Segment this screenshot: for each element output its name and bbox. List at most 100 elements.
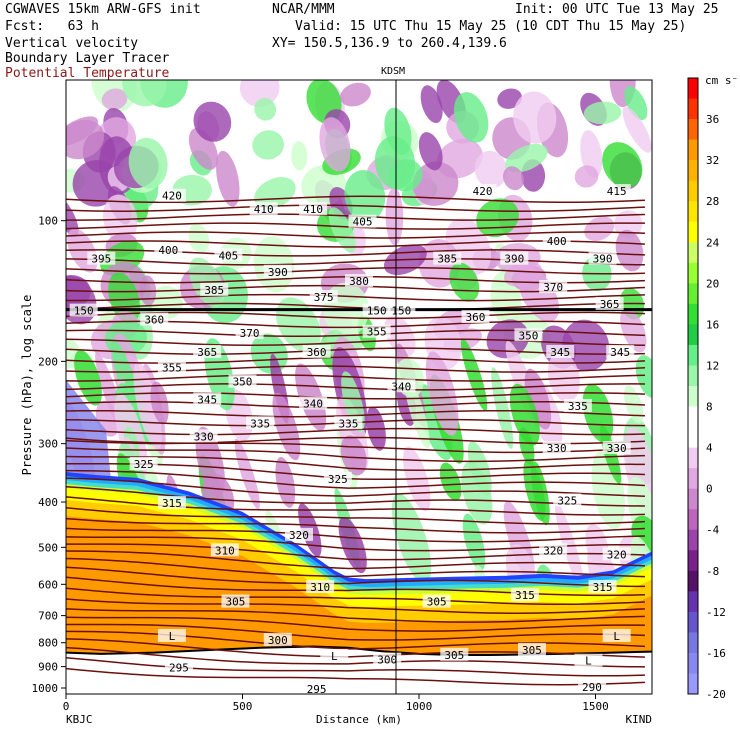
theta-contour: [66, 338, 645, 346]
terrain-outline: [66, 645, 652, 657]
axes: 0 500 1000 1500 100 200 300 400 500 600 700 800 900 1…: [32, 215, 609, 713]
colorbar-frame: [687, 77, 699, 695]
theta-label-bg: [193, 392, 222, 406]
theta-label: 290: [582, 681, 602, 694]
theta-label-bg: [157, 360, 186, 374]
theta-label-bg: [606, 344, 635, 358]
velocity-cell: [497, 88, 523, 109]
colorbar-swatch: [688, 160, 698, 182]
theta-contour: [66, 463, 645, 480]
theta-label: 300: [377, 654, 397, 667]
theta-label: 355: [367, 326, 387, 339]
theta-label-bg: [553, 493, 582, 507]
theta-label: 325: [557, 494, 577, 507]
theta-label-bg: [299, 202, 328, 216]
colorbar: cm s⁻¹ 36 32 28 24 20 16 12 8 4 0 -4 -8 -12 -16 -20: [687, 74, 740, 701]
theta-contour: [66, 383, 645, 391]
colorbar-swatch: [688, 550, 698, 572]
theta-label-bg: [200, 282, 229, 296]
theta-label-bg: [468, 184, 497, 198]
velocity-cell: [391, 493, 432, 584]
center-title: NCAR/MMM: [272, 2, 335, 17]
velocity-cell: [328, 207, 356, 253]
theta-label-bg: [157, 628, 186, 642]
theta-label-bg: [542, 234, 571, 248]
theta-label-bg: [373, 652, 402, 666]
theta-label-bg: [602, 628, 631, 642]
theta-label: 320: [607, 548, 627, 561]
theta-label-bg: [221, 594, 250, 608]
theta-label: 295: [169, 662, 189, 675]
y-axis-title: Pressure (hPa), log scale: [20, 295, 34, 476]
colorbar-swatch: [688, 180, 698, 202]
colorbar-swatch: [688, 427, 698, 449]
theta-contour: [66, 302, 645, 311]
theta-label: L: [169, 630, 176, 643]
theta-label: 310: [310, 581, 330, 594]
theta-label: L: [613, 630, 620, 643]
velocity-cell: [449, 262, 480, 302]
theta-label-bg: [602, 184, 631, 198]
colorbar-swatch: [688, 509, 698, 531]
velocity-cell: [635, 355, 652, 399]
velocity-cell: [503, 166, 524, 191]
y-tick-label: 500: [38, 541, 58, 554]
theta-label-bg: [602, 441, 631, 455]
colorbar-label: -12: [706, 606, 726, 619]
theta-contour: [66, 550, 645, 570]
theta-label: 305: [522, 644, 542, 657]
theta-label-bg: [574, 653, 603, 667]
theta-label-bg: [246, 416, 275, 430]
station-kind: KIND: [626, 713, 653, 726]
theta-label-bg: [263, 264, 292, 278]
theta-label-bg: [514, 328, 543, 342]
theta-contour: [66, 195, 645, 204]
theta-contour-labels: 420 410 410 405 405 420 415 400 395 400 390 385 390 3…: [69, 184, 635, 694]
theta-contour: [66, 507, 645, 525]
colorbar-label: 4: [706, 442, 713, 455]
x-axis-title: Distance (km): [316, 713, 402, 726]
theta-label: 325: [328, 473, 348, 486]
theta-contour: [66, 293, 645, 302]
theta-label-bg: [193, 344, 222, 358]
theta-contour: [66, 231, 645, 239]
velocity-cell: [66, 119, 105, 160]
field-vertical-velocity: Vertical velocity: [5, 36, 139, 51]
theta-label-bg: [588, 580, 617, 594]
theta-label-bg: [362, 303, 391, 317]
y-tick-label: 900: [38, 661, 58, 674]
theta-contour: [66, 392, 645, 400]
theta-contour: [66, 517, 645, 534]
theta-label-bg: [157, 496, 186, 510]
theta-label: 390: [268, 266, 288, 279]
velocity-cell: [505, 143, 548, 173]
velocity-cell: [509, 383, 540, 446]
theta-contour: [66, 646, 645, 668]
colorbar-swatch: [688, 529, 698, 551]
init-time: Init: 00 UTC Tue 13 May 25: [515, 2, 719, 17]
velocity-cell: [519, 427, 535, 465]
colorbar-swatch: [688, 488, 698, 510]
theta-label-bg: [87, 251, 116, 265]
theta-label-bg: [517, 642, 546, 656]
velocity-cell: [384, 107, 412, 155]
velocity-cell: [74, 349, 102, 406]
theta-label-bg: [210, 543, 239, 557]
station-kbjc: KBJC: [66, 713, 93, 726]
theta-label-bg: [140, 312, 169, 326]
theta-label: 310: [215, 544, 235, 557]
theta-label: 385: [204, 284, 224, 297]
theta-label: 420: [473, 185, 493, 198]
colorbar-swatch: [688, 344, 698, 366]
velocity-cell: [276, 297, 321, 353]
theta-label: 345: [610, 346, 630, 359]
velocity-cell: [254, 177, 296, 210]
theta-label: 315: [515, 589, 535, 602]
theta-label-bg: [563, 399, 592, 413]
colorbar-swatch: [688, 591, 698, 613]
y-tick-label: 400: [38, 496, 58, 509]
theta-label: 395: [91, 253, 111, 266]
x-tick-label: 1000: [406, 700, 433, 713]
theta-label-bg: [602, 547, 631, 561]
theta-contour: [66, 656, 645, 677]
